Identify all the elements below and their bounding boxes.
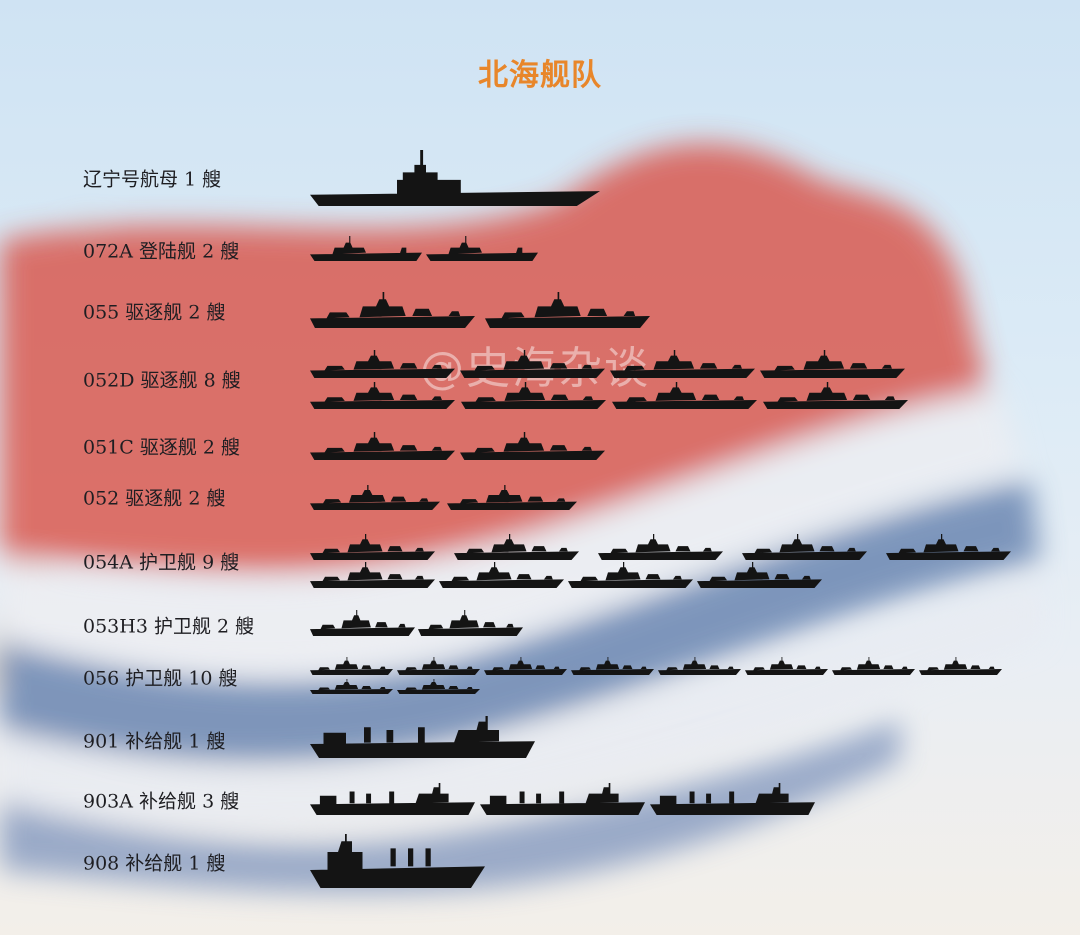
ship-silhouette-warship xyxy=(418,610,523,636)
ship-class-label: 051C 驱逐舰 2 艘 xyxy=(83,436,241,459)
ship-class-label: 072A 登陆舰 2 艘 xyxy=(83,240,240,263)
ship-silhouette-supply xyxy=(480,783,645,815)
ship-silhouette-warship xyxy=(310,534,435,560)
ship-silhouette-warship xyxy=(485,292,650,328)
ship-silhouette-warship xyxy=(886,534,1011,560)
ship-silhouette-warship xyxy=(598,534,723,560)
ship-silhouette-warship xyxy=(832,657,915,675)
ship-class-label: 056 护卫舰 10 艘 xyxy=(83,667,238,690)
ship-silhouette-warship xyxy=(397,679,480,694)
ship-silhouette-warship xyxy=(439,562,564,588)
ship-silhouette-warship xyxy=(310,382,455,409)
ship-silhouette-tanker xyxy=(310,834,485,888)
ship-silhouette-warship xyxy=(484,657,567,675)
ship-silhouette-warship xyxy=(742,534,867,560)
ship-silhouette-warship xyxy=(919,657,1002,675)
ship-silhouette-warship xyxy=(310,657,393,675)
ship-silhouette-warship xyxy=(658,657,741,675)
ship-silhouette-warship xyxy=(310,432,455,460)
ship-silhouette-warship xyxy=(397,657,480,675)
ship-silhouette-warship xyxy=(763,382,908,409)
ship-class-label: 052D 驱逐舰 8 艘 xyxy=(83,369,241,392)
ship-silhouette-warship xyxy=(571,657,654,675)
ship-silhouette-carrier xyxy=(310,150,600,206)
ship-silhouette-warship xyxy=(310,679,393,694)
ship-silhouette-supply xyxy=(310,716,535,758)
ship-class-label: 055 驱逐舰 2 艘 xyxy=(83,301,226,324)
ship-class-label: 辽宁号航母 1 艘 xyxy=(83,168,222,191)
ship-class-label: 054A 护卫舰 9 艘 xyxy=(83,551,240,574)
ship-silhouette-warship xyxy=(612,382,757,409)
ship-silhouette-warship xyxy=(610,350,755,378)
ship-silhouette-warship xyxy=(745,657,828,675)
ship-class-label: 052 驱逐舰 2 艘 xyxy=(83,487,226,510)
ship-silhouette-amphib xyxy=(426,236,538,261)
ship-silhouette-warship xyxy=(310,485,440,510)
ship-silhouette-warship xyxy=(454,534,579,560)
ship-class-label: 908 补给舰 1 艘 xyxy=(83,852,226,875)
ship-silhouette-warship xyxy=(697,562,822,588)
ship-class-label: 903A 补给舰 3 艘 xyxy=(83,790,240,813)
ship-silhouette-supply xyxy=(310,783,475,815)
ship-silhouette-warship xyxy=(568,562,693,588)
ship-silhouette-warship xyxy=(460,432,605,460)
ship-silhouette-warship xyxy=(460,350,605,378)
ship-class-label: 053H3 护卫舰 2 艘 xyxy=(83,615,255,638)
ship-silhouette-warship xyxy=(447,485,577,510)
ship-silhouette-warship xyxy=(310,292,475,328)
ship-class-label: 901 补给舰 1 艘 xyxy=(83,730,226,753)
ship-silhouette-warship xyxy=(310,610,415,636)
ship-silhouette-warship xyxy=(760,350,905,378)
ship-silhouette-supply xyxy=(650,783,815,815)
ship-silhouette-warship xyxy=(310,562,435,588)
ship-silhouette-warship xyxy=(461,382,606,409)
ship-silhouette-warship xyxy=(310,350,455,378)
page-title: 北海舰队 xyxy=(478,58,602,93)
ship-silhouette-amphib xyxy=(310,236,422,261)
